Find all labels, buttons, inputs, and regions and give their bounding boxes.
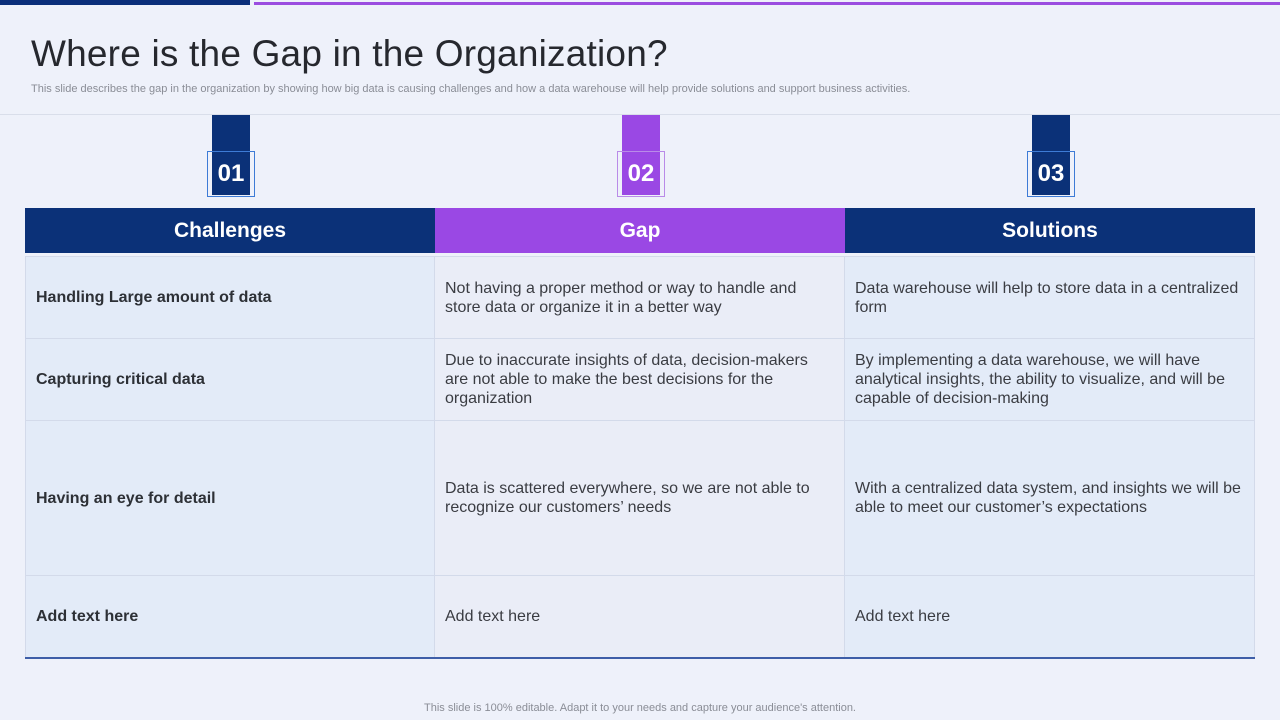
tab-frame-01 bbox=[207, 151, 255, 197]
gap-cell: Data is scattered everywhere, so we are … bbox=[435, 421, 845, 575]
tab-number-03: 03 bbox=[1037, 160, 1065, 187]
challenge-cell: Handling Large amount of data bbox=[25, 257, 435, 338]
challenge-cell: Capturing critical data bbox=[25, 339, 435, 420]
gap-cell: Due to inaccurate insights of data, deci… bbox=[435, 339, 845, 420]
tab-frame-03 bbox=[1027, 151, 1075, 197]
table-row: Add text here Add text here Add text her… bbox=[25, 575, 1255, 657]
tab-marker-03 bbox=[1032, 115, 1070, 195]
header-challenges: Challenges bbox=[25, 208, 435, 253]
tab-marker-02 bbox=[622, 115, 660, 195]
solution-cell: With a centralized data system, and insi… bbox=[845, 421, 1255, 575]
tab-marker-01 bbox=[212, 115, 250, 195]
gap-table: Challenges Gap Solutions Handling Large … bbox=[25, 208, 1255, 659]
page-subtitle: This slide describes the gap in the orga… bbox=[31, 83, 911, 95]
solution-cell: Add text here bbox=[845, 576, 1255, 657]
header-gap: Gap bbox=[435, 208, 845, 253]
solution-cell: Data warehouse will help to store data i… bbox=[845, 257, 1255, 338]
solution-cell: By implementing a data warehouse, we wil… bbox=[845, 339, 1255, 420]
header-solutions: Solutions bbox=[845, 208, 1255, 253]
top-accent-bar-purple bbox=[254, 2, 1280, 5]
gap-cell: Not having a proper method or way to han… bbox=[435, 257, 845, 338]
table-row: Handling Large amount of data Not having… bbox=[25, 256, 1255, 338]
tab-number-01: 01 bbox=[217, 160, 245, 187]
challenge-cell: Having an eye for detail bbox=[25, 421, 435, 575]
table-row: Capturing critical data Due to inaccurat… bbox=[25, 338, 1255, 420]
footer-note: This slide is 100% editable. Adapt it to… bbox=[424, 702, 856, 714]
tab-number-02: 02 bbox=[627, 160, 655, 187]
table-body: Handling Large amount of data Not having… bbox=[25, 256, 1255, 659]
tab-frame-02 bbox=[617, 151, 665, 197]
table-row: Having an eye for detail Data is scatter… bbox=[25, 420, 1255, 575]
table-header-row: Challenges Gap Solutions bbox=[25, 208, 1255, 253]
gap-cell: Add text here bbox=[435, 576, 845, 657]
header: Where is the Gap in the Organization? Th… bbox=[0, 5, 1280, 115]
page-title: Where is the Gap in the Organization? bbox=[31, 33, 668, 74]
top-accent-bar-navy bbox=[0, 0, 250, 5]
challenge-cell: Add text here bbox=[25, 576, 435, 657]
